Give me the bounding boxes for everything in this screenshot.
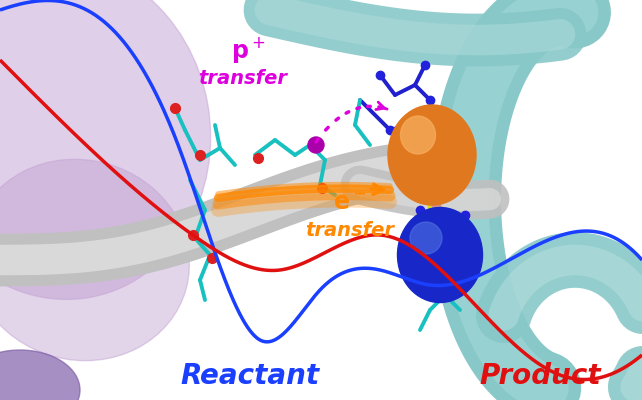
Text: transfer: transfer	[306, 221, 394, 240]
Text: Reactant: Reactant	[180, 362, 320, 390]
Circle shape	[308, 137, 324, 153]
Ellipse shape	[0, 159, 189, 361]
Text: transfer: transfer	[198, 69, 288, 88]
Ellipse shape	[388, 105, 476, 205]
Ellipse shape	[410, 222, 442, 254]
Ellipse shape	[401, 116, 435, 154]
Ellipse shape	[0, 350, 80, 400]
Ellipse shape	[397, 208, 483, 302]
Text: Product: Product	[479, 362, 601, 390]
Ellipse shape	[0, 0, 211, 300]
Text: p$^+$: p$^+$	[230, 35, 265, 65]
Text: e$^-$: e$^-$	[333, 191, 367, 215]
